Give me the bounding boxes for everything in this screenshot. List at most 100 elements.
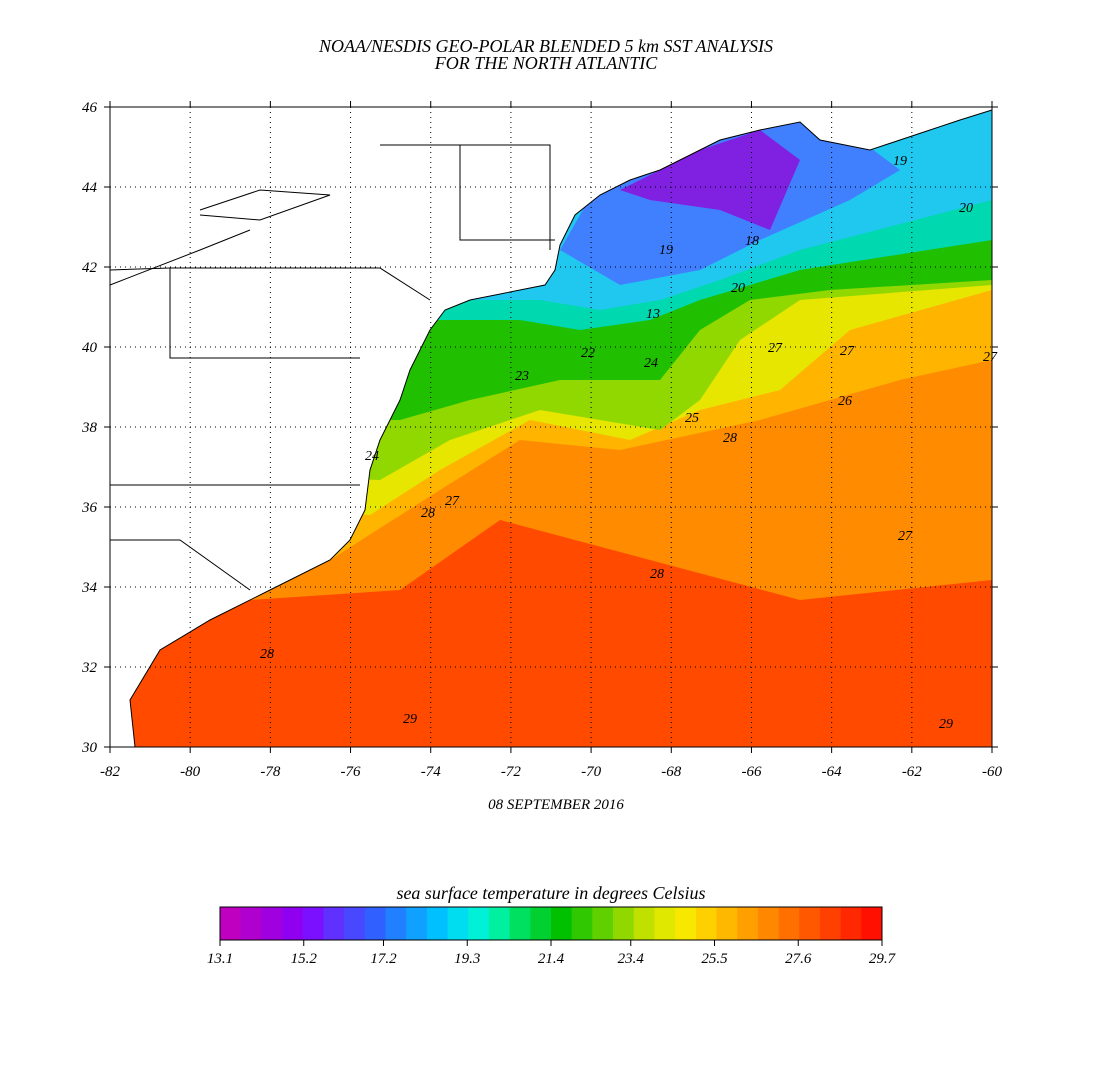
lake <box>109 229 251 286</box>
colorbar-swatch <box>819 907 842 940</box>
colorbar-tick-label: 17.2 <box>370 951 397 967</box>
state-border <box>169 268 360 359</box>
colorbar-tick-label: 15.2 <box>291 951 318 967</box>
colorbar-swatch <box>426 907 449 940</box>
contour-label: 20 <box>731 281 745 296</box>
colorbar-label: sea surface temperature in degrees Celsi… <box>396 883 705 903</box>
lake <box>199 189 331 221</box>
title-line: FOR THE NORTH ATLANTIC <box>434 53 659 73</box>
x-tick-label: -62 <box>902 764 922 780</box>
colorbar-tick-label: 27.6 <box>785 951 812 967</box>
colorbar-swatch <box>571 907 593 940</box>
contour-label: 27 <box>840 344 855 359</box>
colorbar-swatch <box>261 907 283 940</box>
colorbar-swatch <box>385 907 407 940</box>
state-border <box>109 267 431 301</box>
colorbar-swatch <box>468 907 490 940</box>
state-border <box>110 539 251 591</box>
x-tick-label: -60 <box>982 764 1002 780</box>
colorbar-tick-label: 19.3 <box>454 951 480 967</box>
contour-label: 19 <box>893 154 907 169</box>
colorbar-swatch <box>344 907 366 940</box>
colorbar-swatch <box>406 907 428 940</box>
title-line: NOAA/NESDIS GEO-POLAR BLENDED 5 km SST A… <box>318 36 773 56</box>
colorbar-swatch <box>240 907 262 940</box>
date: 08 SEPTEMBER 2016 <box>488 797 624 813</box>
state-border <box>380 144 551 250</box>
colorbar-swatch <box>220 907 242 940</box>
x-tick-label: -70 <box>581 764 601 780</box>
contour-label: 28 <box>421 506 435 521</box>
x-tick-label: -82 <box>100 764 120 780</box>
x-tick-label: -74 <box>421 764 441 780</box>
colorbar-swatch <box>530 907 552 940</box>
colorbar-swatch <box>282 907 304 940</box>
colorbar-swatch <box>654 907 676 940</box>
colorbar-swatch <box>323 907 345 940</box>
y-tick-label: 30 <box>81 740 98 756</box>
colorbar-swatch <box>716 907 738 940</box>
colorbar-tick-label: 29.7 <box>869 951 897 967</box>
colorbar-swatch <box>778 907 800 940</box>
colorbar-swatch <box>695 907 717 940</box>
colorbar-swatch <box>488 907 511 940</box>
contour-label: 28 <box>723 431 737 446</box>
x-tick-label: -76 <box>341 764 361 780</box>
x-tick-label: -66 <box>741 764 761 780</box>
contour-label: 27 <box>445 494 460 509</box>
contour-label: 27 <box>898 529 913 544</box>
contour-label: 25 <box>685 411 699 426</box>
colorbar-swatch <box>799 907 821 940</box>
x-tick-label: -68 <box>661 764 681 780</box>
colorbar-swatch <box>592 907 614 940</box>
y-tick-label: 38 <box>81 420 98 436</box>
colorbar-tick-label: 21.4 <box>538 951 565 967</box>
contour-label: 24 <box>365 449 379 464</box>
y-tick-label: 36 <box>81 500 98 516</box>
y-tick-label: 34 <box>81 580 98 596</box>
y-tick-label: 42 <box>82 260 98 276</box>
colorbar-swatch <box>509 907 531 940</box>
colorbar-swatch <box>551 907 573 940</box>
colorbar-swatch <box>633 907 655 940</box>
contour-label: 19 <box>659 243 673 258</box>
colorbar-tick-label: 23.4 <box>618 951 645 967</box>
borders <box>109 144 555 591</box>
colorbar-swatch <box>840 907 862 940</box>
contour-label: 26 <box>838 394 852 409</box>
y-tick-label: 40 <box>82 340 98 356</box>
x-tick-label: -80 <box>180 764 200 780</box>
colorbar-swatch <box>757 907 780 940</box>
colorbar-swatch <box>675 907 697 940</box>
contour-label: 28 <box>650 567 664 582</box>
colorbar-swatch <box>737 907 759 940</box>
y-tick-label: 44 <box>82 180 98 196</box>
colorbar-tick-label: 13.1 <box>207 951 233 967</box>
state-border <box>459 145 555 241</box>
colorbar-swatch <box>447 907 469 940</box>
contour-label: 27 <box>983 350 998 365</box>
y-tick-label: 32 <box>81 660 98 676</box>
colorbar-tick-label: 25.5 <box>701 951 728 967</box>
contour-label: 13 <box>646 307 660 322</box>
x-tick-label: -72 <box>501 764 521 780</box>
x-tick-label: -78 <box>260 764 280 780</box>
colorbar-swatch <box>302 907 324 940</box>
x-tick-label: -64 <box>822 764 842 780</box>
y-tick-label: 46 <box>82 100 98 116</box>
colorbar-swatch <box>364 907 386 940</box>
contour-label: 27 <box>768 341 783 356</box>
contour-label: 23 <box>515 369 529 384</box>
contour-label: 28 <box>260 647 274 662</box>
contour-label: 24 <box>644 356 658 371</box>
contour-label: 29 <box>403 712 417 727</box>
contour-label: 22 <box>581 346 595 361</box>
colorbar-swatch <box>861 907 883 940</box>
contour-label: 29 <box>939 717 953 732</box>
contour-label: 20 <box>959 201 973 216</box>
contour-label: 18 <box>745 234 759 249</box>
sst-band <box>620 130 800 230</box>
colorbar-swatch <box>613 907 635 940</box>
